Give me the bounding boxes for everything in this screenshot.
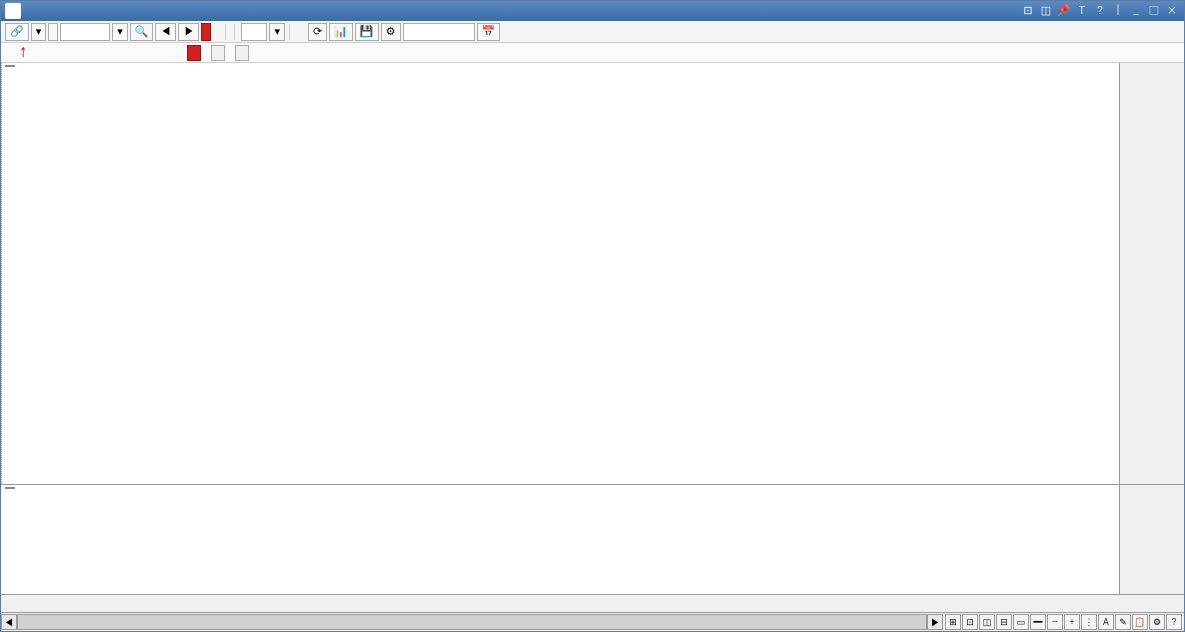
price-arrow-icon: ↑ — [19, 45, 27, 60]
sell-button[interactable] — [211, 45, 225, 61]
mini-btn-4[interactable]: ⊟ — [996, 614, 1012, 630]
toolbar: 🔗 ▾ ▾ 🔍 ◀ ▶ ▾ ⟳ 📊 💾 ⚙ 📅 — [1, 21, 1184, 43]
layout-icon[interactable]: ◫ — [1038, 4, 1054, 18]
minimize-icon[interactable]: _ — [1128, 4, 1144, 18]
save-icon[interactable]: 💾 — [355, 23, 379, 41]
mini-btn-11[interactable]: ✎ — [1115, 614, 1131, 630]
infobar: ↑ — [1, 43, 1184, 63]
mini-btn-3[interactable]: ◫ — [979, 614, 995, 630]
scroll-thumb[interactable] — [18, 615, 926, 629]
text-icon[interactable]: T — [1074, 4, 1090, 18]
mini-btn-10[interactable]: A — [1098, 614, 1114, 630]
scroll-track[interactable] — [17, 614, 927, 630]
stock-type-button[interactable] — [201, 23, 211, 41]
code-dropdown[interactable]: ▾ — [112, 23, 128, 41]
titlebar: ⊡ ◫ 📌 T ? | _ □ × — [1, 1, 1184, 21]
main-chart[interactable] — [1, 63, 1184, 485]
pyeong-button[interactable] — [235, 45, 249, 61]
date-input[interactable] — [403, 23, 475, 41]
mini-btn-14[interactable]: ? — [1166, 614, 1182, 630]
calendar-icon[interactable]: 📅 — [477, 23, 501, 41]
mini-btn-2[interactable]: ⊡ — [962, 614, 978, 630]
search-icon[interactable]: 🔍 — [130, 23, 154, 41]
chart-icon[interactable]: 📊 — [329, 23, 353, 41]
x-axis — [1, 595, 1184, 613]
window-icon — [5, 3, 21, 19]
year-divider — [1, 63, 2, 484]
help-icon[interactable]: ? — [1092, 4, 1108, 18]
num-input[interactable] — [241, 23, 267, 41]
mini-btn-6[interactable]: ▬ — [1030, 614, 1046, 630]
scrollbar: ◀ ▶ ⊞ ⊡ ◫ ⊟ ▭ ▬ − + ⋮ A ✎ 📋 ⚙ ? — [1, 613, 1184, 631]
close-icon[interactable]: × — [1164, 4, 1180, 18]
maximize-icon[interactable]: □ — [1146, 4, 1162, 18]
pin-icon[interactable]: ⊡ — [1020, 4, 1036, 18]
dropdown-ju[interactable]: ▾ — [31, 23, 47, 41]
zoom-out-icon[interactable]: − — [1047, 614, 1063, 630]
mini-btn-9[interactable]: ⋮ — [1081, 614, 1097, 630]
settings-icon[interactable]: ⚙ — [381, 23, 401, 41]
volume-y-axis — [1119, 485, 1184, 594]
mini-btn-13[interactable]: ⚙ — [1149, 614, 1165, 630]
mini-btn-12[interactable]: 📋 — [1132, 614, 1148, 630]
mini-btn-5[interactable]: ▭ — [1013, 614, 1029, 630]
nav-right-icon[interactable]: ▶ — [178, 23, 199, 41]
link-button[interactable]: 🔗 — [5, 23, 29, 41]
chart-indicator-name — [5, 65, 15, 67]
pushpin-icon[interactable]: 📌 — [1056, 4, 1072, 18]
refresh-icon[interactable]: ⟳ — [308, 23, 327, 41]
mini-btn-1[interactable]: ⊞ — [945, 614, 961, 630]
buy-button[interactable] — [187, 45, 201, 61]
stock-code-input[interactable] — [60, 23, 110, 41]
scroll-right-icon[interactable]: ▶ — [927, 614, 943, 630]
prev-button[interactable] — [48, 23, 58, 41]
nav-left-icon[interactable]: ◀ — [155, 23, 176, 41]
price-y-axis — [1119, 63, 1184, 484]
zoom-in-icon[interactable]: + — [1064, 614, 1080, 630]
volume-chart[interactable]: × — [1, 485, 1184, 595]
sep-icon: | — [1110, 4, 1126, 18]
scroll-left-icon[interactable]: ◀ — [1, 614, 17, 630]
num-dropdown[interactable]: ▾ — [269, 23, 285, 41]
